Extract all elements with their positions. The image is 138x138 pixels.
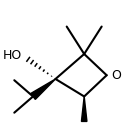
Polygon shape <box>81 96 87 121</box>
Polygon shape <box>31 79 55 99</box>
Text: O: O <box>112 69 122 82</box>
Text: HO: HO <box>2 49 22 62</box>
